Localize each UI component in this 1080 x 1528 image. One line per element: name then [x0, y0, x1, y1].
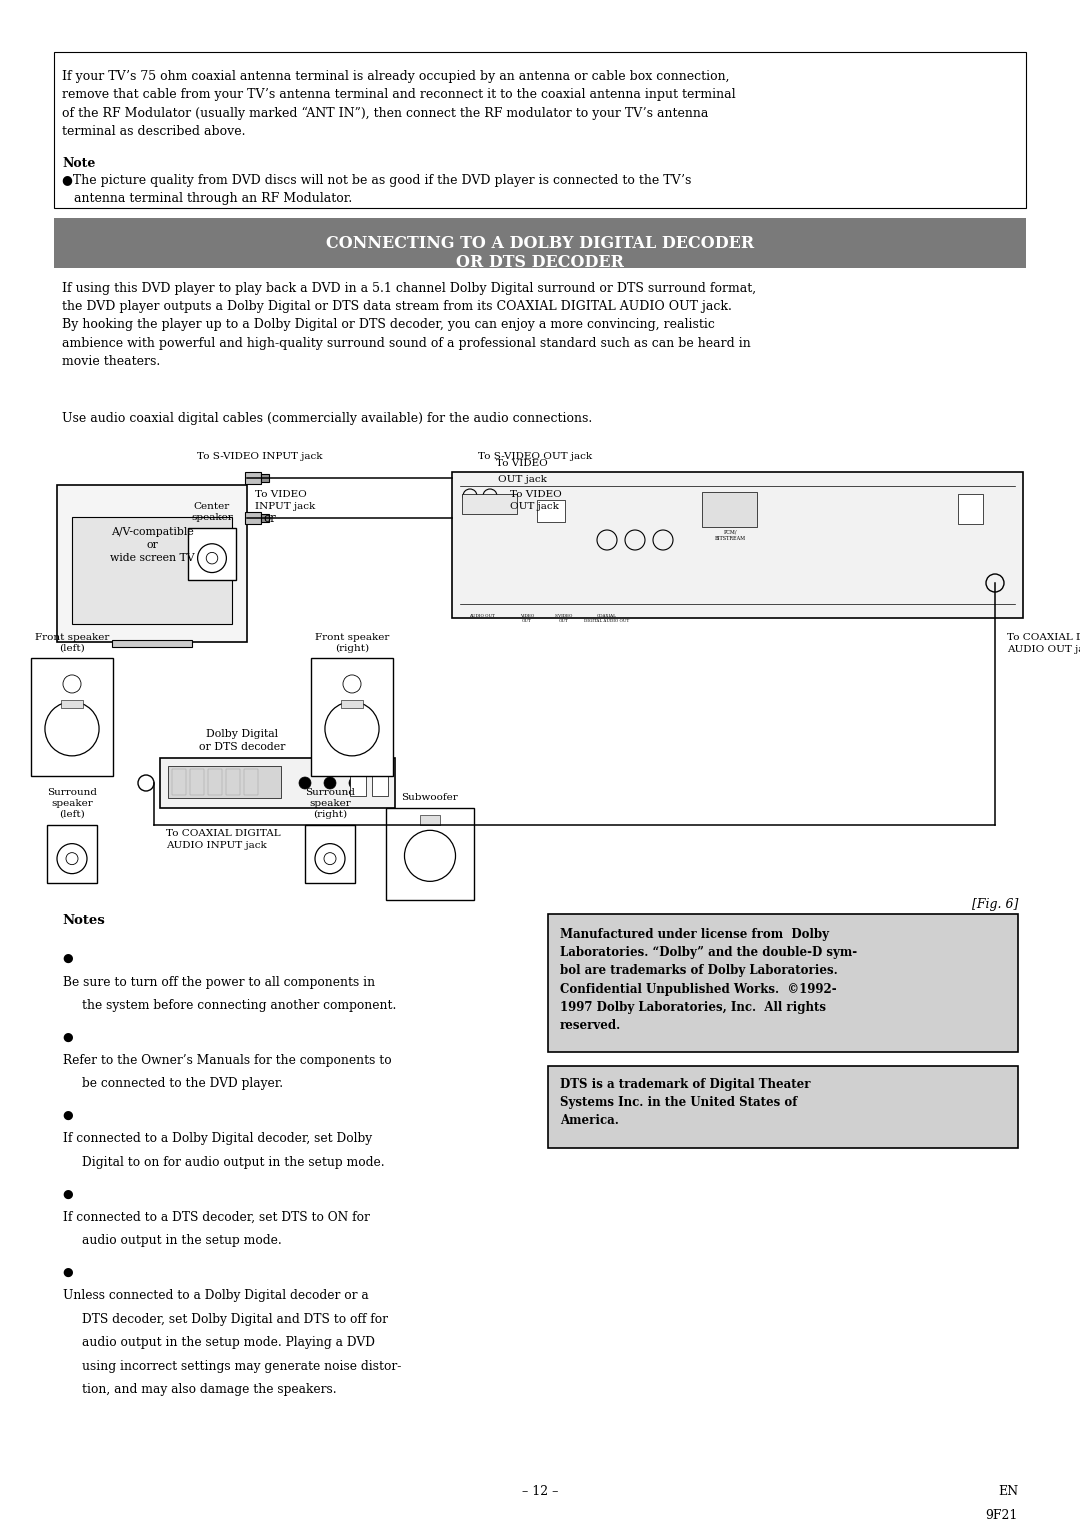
- Text: To VIDEO
INPUT jack: To VIDEO INPUT jack: [255, 490, 315, 510]
- Text: If connected to a DTS decoder, set DTS to ON for: If connected to a DTS decoder, set DTS t…: [63, 1212, 369, 1224]
- Text: [Fig. 6]: [Fig. 6]: [972, 898, 1018, 911]
- Circle shape: [299, 778, 311, 788]
- Text: If your TV’s 75 ohm coaxial antenna terminal is already occupied by an antenna o: If your TV’s 75 ohm coaxial antenna term…: [62, 70, 735, 138]
- Text: Use audio coaxial digital cables (commercially available) for the audio connecti: Use audio coaxial digital cables (commer…: [62, 413, 592, 425]
- Bar: [54, 52, 1026, 208]
- Bar: [168, 766, 281, 798]
- Text: be connected to the DVD player.: be connected to the DVD player.: [82, 1077, 283, 1091]
- Text: To VIDEO
OUT jack: To VIDEO OUT jack: [510, 490, 562, 510]
- Text: Note: Note: [62, 157, 95, 170]
- Bar: [160, 758, 395, 808]
- Bar: [548, 1067, 1018, 1148]
- Text: COAXIAL
DIGITAL AUDIO OUT: COAXIAL DIGITAL AUDIO OUT: [584, 614, 630, 622]
- Text: Surround
speaker
(right): Surround speaker (right): [305, 787, 355, 819]
- Text: To VIDEO: To VIDEO: [496, 458, 548, 468]
- Text: Be sure to turn off the power to all components in: Be sure to turn off the power to all com…: [63, 975, 375, 989]
- Text: Subwoofer: Subwoofer: [402, 793, 458, 802]
- Text: Surround
speaker
(left): Surround speaker (left): [48, 788, 97, 819]
- Bar: [245, 472, 261, 484]
- Bar: [48, 825, 97, 883]
- Text: Notes: Notes: [62, 914, 105, 927]
- Text: or: or: [264, 512, 275, 526]
- Bar: [420, 816, 440, 825]
- Bar: [958, 494, 983, 524]
- Bar: [57, 484, 247, 642]
- Text: Manufactured under license from  Dolby
Laboratories. “Dolby” and the double-D sy: Manufactured under license from Dolby La…: [561, 927, 858, 1031]
- Text: Front speaker
(left): Front speaker (left): [35, 633, 109, 652]
- Text: Center
speaker: Center speaker: [191, 501, 233, 523]
- Text: 9F21: 9F21: [986, 1510, 1018, 1522]
- Text: antenna terminal through an RF Modulator.: antenna terminal through an RF Modulator…: [62, 193, 352, 205]
- Bar: [311, 659, 393, 776]
- Text: Dolby Digital
or DTS decoder: Dolby Digital or DTS decoder: [200, 729, 286, 752]
- Text: audio output in the setup mode.: audio output in the setup mode.: [82, 1235, 282, 1247]
- Text: To S-VIDEO OUT jack: To S-VIDEO OUT jack: [478, 452, 592, 461]
- Bar: [702, 492, 757, 527]
- Text: If using this DVD player to play back a DVD in a 5.1 channel Dolby Digital surro: If using this DVD player to play back a …: [62, 283, 756, 368]
- Text: OUT jack: OUT jack: [498, 475, 546, 484]
- Text: PCM/
BITSTREAM: PCM/ BITSTREAM: [715, 530, 745, 541]
- Text: OR DTS DECODER: OR DTS DECODER: [456, 254, 624, 270]
- Text: Refer to the Owner’s Manuals for the components to: Refer to the Owner’s Manuals for the com…: [63, 1054, 392, 1067]
- Text: AUDIO OUT: AUDIO OUT: [469, 614, 495, 617]
- Bar: [453, 472, 1023, 617]
- Bar: [244, 769, 258, 795]
- Text: CONNECTING TO A DOLBY DIGITAL DECODER: CONNECTING TO A DOLBY DIGITAL DECODER: [326, 235, 754, 252]
- Text: using incorrect settings may generate noise distor-: using incorrect settings may generate no…: [82, 1360, 402, 1374]
- Bar: [62, 700, 83, 707]
- Text: To S-VIDEO INPUT jack: To S-VIDEO INPUT jack: [198, 452, 323, 461]
- Bar: [372, 769, 388, 796]
- Bar: [172, 769, 186, 795]
- Bar: [462, 494, 517, 513]
- Circle shape: [324, 778, 336, 788]
- Bar: [350, 769, 366, 796]
- Bar: [548, 914, 1018, 1051]
- Bar: [261, 474, 269, 481]
- Text: EN: EN: [998, 1485, 1018, 1497]
- Text: tion, and may also damage the speakers.: tion, and may also damage the speakers.: [82, 1383, 337, 1397]
- Text: If connected to a Dolby Digital decoder, set Dolby: If connected to a Dolby Digital decoder,…: [63, 1132, 373, 1146]
- Text: ●The picture quality from DVD discs will not be as good if the DVD player is con: ●The picture quality from DVD discs will…: [62, 174, 691, 186]
- Text: To COAXIAL DIGITAL
AUDIO INPUT jack: To COAXIAL DIGITAL AUDIO INPUT jack: [166, 830, 281, 850]
- Bar: [305, 825, 355, 883]
- Text: A/V-compatible
or
wide screen TV: A/V-compatible or wide screen TV: [110, 527, 194, 564]
- Text: Front speaker
(right): Front speaker (right): [314, 633, 389, 652]
- Bar: [72, 516, 232, 623]
- Text: ●: ●: [62, 1030, 72, 1044]
- Bar: [112, 640, 192, 646]
- Bar: [386, 808, 474, 900]
- Bar: [261, 513, 269, 523]
- Text: the system before connecting another component.: the system before connecting another com…: [82, 999, 396, 1012]
- Text: – 12 –: – 12 –: [522, 1485, 558, 1497]
- Text: ●: ●: [62, 952, 72, 966]
- Bar: [537, 500, 565, 523]
- Text: DTS decoder, set Dolby Digital and DTS to off for: DTS decoder, set Dolby Digital and DTS t…: [82, 1313, 388, 1326]
- Text: ●: ●: [62, 1187, 72, 1201]
- Bar: [190, 769, 204, 795]
- Text: ●: ●: [62, 1267, 72, 1279]
- Circle shape: [349, 778, 361, 788]
- Bar: [226, 769, 240, 795]
- Text: To COAXIAL DIGITAL
AUDIO OUT jack: To COAXIAL DIGITAL AUDIO OUT jack: [1007, 633, 1080, 654]
- Text: audio output in the setup mode. Playing a DVD: audio output in the setup mode. Playing …: [82, 1337, 375, 1349]
- Text: Digital to on for audio output in the setup mode.: Digital to on for audio output in the se…: [82, 1157, 384, 1169]
- Bar: [341, 700, 363, 707]
- Text: Unless connected to a Dolby Digital decoder or a: Unless connected to a Dolby Digital deco…: [63, 1290, 368, 1302]
- Text: ●: ●: [62, 1109, 72, 1122]
- Text: S-VIDEO
OUT: S-VIDEO OUT: [555, 614, 573, 622]
- Bar: [54, 219, 1026, 267]
- Bar: [208, 769, 222, 795]
- Text: DTS is a trademark of Digital Theater
Systems Inc. in the United States of
Ameri: DTS is a trademark of Digital Theater Sy…: [561, 1077, 810, 1128]
- Bar: [188, 529, 237, 581]
- Bar: [31, 659, 113, 776]
- Bar: [245, 512, 261, 524]
- Text: VIDEO
OUT: VIDEO OUT: [519, 614, 535, 622]
